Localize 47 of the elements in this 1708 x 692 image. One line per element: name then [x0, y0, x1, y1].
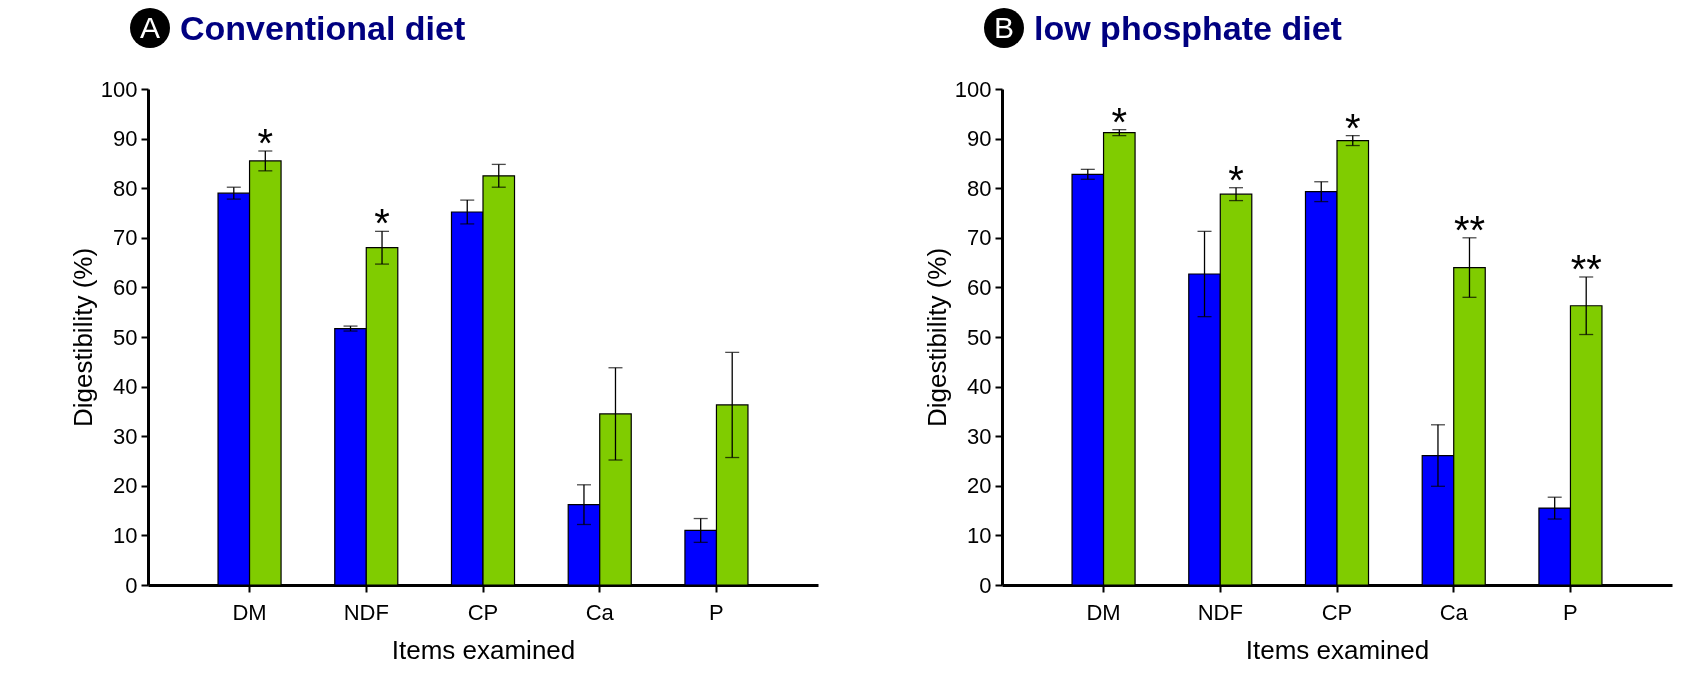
y-tick-label: 40: [113, 374, 138, 400]
y-tick-label: 0: [979, 572, 992, 598]
y-tick-label: 50: [967, 324, 992, 350]
chart-title: Conventional diet: [180, 8, 466, 48]
y-tick-label: 100: [100, 76, 138, 102]
x-tick-label: P: [1563, 599, 1578, 625]
annotation: **: [1570, 246, 1602, 291]
y-tick-label: 20: [967, 473, 992, 499]
y-tick-label: 20: [113, 473, 138, 499]
x-tick-label: Ca: [1439, 599, 1469, 625]
y-tick-label: 10: [967, 522, 992, 548]
annotation: *: [257, 121, 274, 165]
chart-title: low phosphate diet: [1034, 8, 1342, 48]
y-tick-label: 30: [967, 423, 992, 449]
y-tick-label: 100: [954, 76, 992, 102]
x-tick-label: NDF: [1197, 599, 1243, 625]
y-tick-label: 50: [113, 324, 138, 350]
x-axis-title: Items examined: [391, 634, 576, 665]
text: A: [130, 8, 170, 48]
annotation: *: [1344, 105, 1361, 150]
text: B: [984, 8, 1024, 48]
annotation: **: [1453, 207, 1486, 252]
y-tick-label: 80: [113, 175, 138, 201]
y-tick-label: 10: [113, 522, 138, 548]
x-tick-label: CP: [1321, 599, 1353, 625]
x-tick-label: DM: [1086, 599, 1121, 625]
y-tick-label: 70: [967, 225, 992, 251]
x-tick-label: Ca: [585, 599, 615, 625]
y-tick-label: 80: [967, 175, 992, 201]
y-tick-label: 70: [113, 225, 138, 251]
annotation: *: [1228, 157, 1244, 202]
y-tick-label: 40: [967, 374, 992, 400]
annotation: *: [1111, 99, 1128, 144]
y-tick-label: 60: [967, 274, 992, 300]
x-tick-label: CP: [467, 599, 499, 625]
x-tick-label: NDF: [343, 599, 389, 625]
annotation: *: [374, 201, 390, 246]
y-tick-label: 90: [967, 126, 992, 152]
y-axis-title: Digestibility (%): [67, 247, 98, 428]
y-tick-label: 60: [113, 274, 138, 300]
y-tick-label: 0: [125, 572, 138, 598]
y-axis-title: Digestibility (%): [921, 247, 952, 428]
x-tick-label: P: [709, 599, 724, 625]
x-tick-label: DM: [232, 599, 267, 625]
y-tick-label: 30: [113, 423, 138, 449]
x-axis-title: Items examined: [1245, 634, 1430, 665]
y-tick-label: 90: [113, 126, 138, 152]
